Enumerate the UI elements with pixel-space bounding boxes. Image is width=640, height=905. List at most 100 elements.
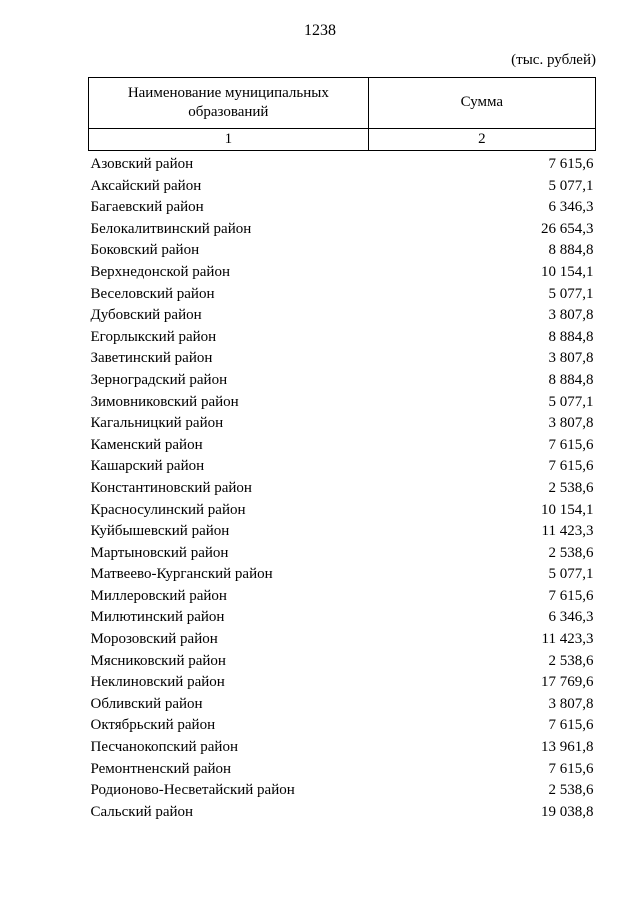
row-value: 7 615,6: [548, 760, 594, 777]
row-name: Октябрьский район: [90, 717, 216, 734]
row-name: Кагальницкий район: [90, 415, 224, 432]
row-name: Зерноградский район: [90, 371, 228, 388]
row-name: Боковский район: [90, 242, 200, 259]
table-row: Аксайский район 5 077,1: [89, 176, 596, 198]
column-number-row: 1 2: [88, 127, 597, 151]
row-value: 10 154,1: [541, 501, 594, 518]
row-name: Матвеево-Курганский район: [90, 566, 273, 583]
table-row: Кагальницкий район 3 807,8: [89, 413, 596, 435]
row-name: Зимовниковский район: [90, 393, 239, 410]
table-row: Верхнедонской район 10 154,1: [89, 262, 596, 284]
row-value: 19 038,8: [541, 803, 594, 820]
table-row: Зерноградский район 8 884,8: [89, 370, 596, 392]
table-row: Ремонтненский район 7 615,6: [89, 759, 596, 781]
row-name: Красносулинский район: [90, 501, 246, 518]
row-name: Сальский район: [90, 803, 194, 820]
row-value: 5 077,1: [548, 285, 594, 302]
unit-label: (тыс. рублей): [511, 52, 596, 68]
row-value: 8 884,8: [548, 371, 594, 388]
table-body: Азовский район 7 615,6 Аксайский район 5…: [89, 151, 596, 824]
table-row: Белокалитвинский район 26 654,3: [89, 219, 596, 241]
table-row: Матвеево-Курганский район 5 077,1: [89, 564, 596, 586]
table-row: Октябрьский район 7 615,6: [89, 715, 596, 737]
row-name: Багаевский район: [90, 199, 204, 216]
table-row: Мартыновский район 2 538,6: [89, 543, 596, 565]
row-value: 7 615,6: [548, 156, 594, 172]
table-row: Веселовский район 5 077,1: [89, 284, 596, 306]
table-row: Азовский район 7 615,6: [89, 151, 596, 176]
table-row: Милютинский район 6 346,3: [89, 607, 596, 629]
table-row: Кашарский район 7 615,6: [89, 456, 596, 478]
row-name: Мясниковский район: [90, 652, 226, 669]
table-row: Дубовский район 3 807,8: [89, 305, 596, 327]
row-value: 2 538,6: [548, 479, 594, 496]
municipalities-table: Наименование муниципальных образований С…: [88, 77, 597, 824]
row-value: 11 423,3: [541, 523, 594, 540]
row-name: Неклиновский район: [90, 674, 225, 691]
table-row: Красносулинский район 10 154,1: [89, 500, 596, 522]
row-value: 7 615,6: [548, 436, 594, 453]
row-value: 2 538,6: [548, 782, 594, 799]
row-value: 2 538,6: [548, 544, 594, 561]
table-row: Неклиновский район 17 769,6: [89, 672, 596, 694]
column-number-1: 1: [88, 127, 369, 151]
row-value: 6 346,3: [548, 199, 594, 216]
row-value: 5 077,1: [548, 566, 594, 583]
row-name: Милютинский район: [90, 609, 225, 626]
column-number-2: 2: [367, 127, 597, 151]
table-row: Каменский район 7 615,6: [89, 435, 596, 457]
row-name: Веселовский район: [90, 285, 215, 302]
row-value: 11 423,3: [541, 631, 594, 648]
row-value: 8 884,8: [548, 328, 594, 345]
row-name: Дубовский район: [90, 307, 202, 324]
header-col-sum: Сумма: [367, 77, 597, 129]
table-row: Обливский район 3 807,8: [89, 694, 596, 716]
table-row: Морозовский район 11 423,3: [89, 629, 596, 651]
row-value: 13 961,8: [541, 739, 594, 756]
row-value: 17 769,6: [541, 674, 594, 691]
row-value: 6 346,3: [548, 609, 594, 626]
row-value: 8 884,8: [548, 242, 594, 259]
table-row: Сальский район 19 038,8: [89, 802, 596, 824]
row-name: Аксайский район: [90, 177, 202, 194]
row-value: 7 615,6: [548, 587, 594, 604]
table-row: Заветинский район 3 807,8: [89, 348, 596, 370]
table-row: Багаевский район 6 346,3: [89, 197, 596, 219]
row-value: 26 654,3: [541, 220, 594, 237]
row-value: 3 807,8: [548, 307, 594, 324]
table-row: Мясниковский район 2 538,6: [89, 651, 596, 673]
row-name: Мартыновский район: [90, 544, 229, 561]
row-value: 5 077,1: [548, 393, 594, 410]
row-value: 7 615,6: [548, 717, 594, 734]
row-name: Каменский район: [90, 436, 203, 453]
header-col-name: Наименование муниципальных образований: [88, 77, 369, 129]
table-row: Боковский район 8 884,8: [89, 240, 596, 262]
row-name: Белокалитвинский район: [90, 220, 252, 237]
row-name: Песчанокопский район: [90, 739, 238, 756]
row-name: Обливский район: [90, 695, 203, 712]
row-value: 3 807,8: [548, 695, 594, 712]
row-value: 10 154,1: [541, 263, 594, 280]
table-row: Константиновский район 2 538,6: [89, 478, 596, 500]
table-row: Зимовниковский район 5 077,1: [89, 392, 596, 414]
row-name: Кашарский район: [90, 458, 205, 475]
row-name: Родионово-Несветайский район: [90, 782, 295, 799]
row-value: 3 807,8: [548, 350, 594, 367]
table-row: Куйбышевский район 11 423,3: [89, 521, 596, 543]
row-name: Миллеровский район: [90, 587, 227, 604]
row-value: 3 807,8: [548, 415, 594, 432]
table-row: Миллеровский район 7 615,6: [89, 586, 596, 608]
table-row: Родионово-Несветайский район 2 538,6: [89, 780, 596, 802]
row-value: 7 615,6: [548, 458, 594, 475]
table-row: Егорлыкский район 8 884,8: [89, 327, 596, 349]
row-name: Верхнедонской район: [90, 263, 230, 280]
table-row: Песчанокопский район 13 961,8: [89, 737, 596, 759]
row-name: Куйбышевский район: [90, 523, 230, 540]
row-value: 2 538,6: [548, 652, 594, 669]
table-header-row: Наименование муниципальных образований С…: [88, 77, 597, 129]
row-name: Морозовский район: [90, 631, 218, 648]
page-number: 1238: [304, 22, 336, 39]
row-name: Егорлыкский район: [90, 328, 217, 345]
row-value: 5 077,1: [548, 177, 594, 194]
